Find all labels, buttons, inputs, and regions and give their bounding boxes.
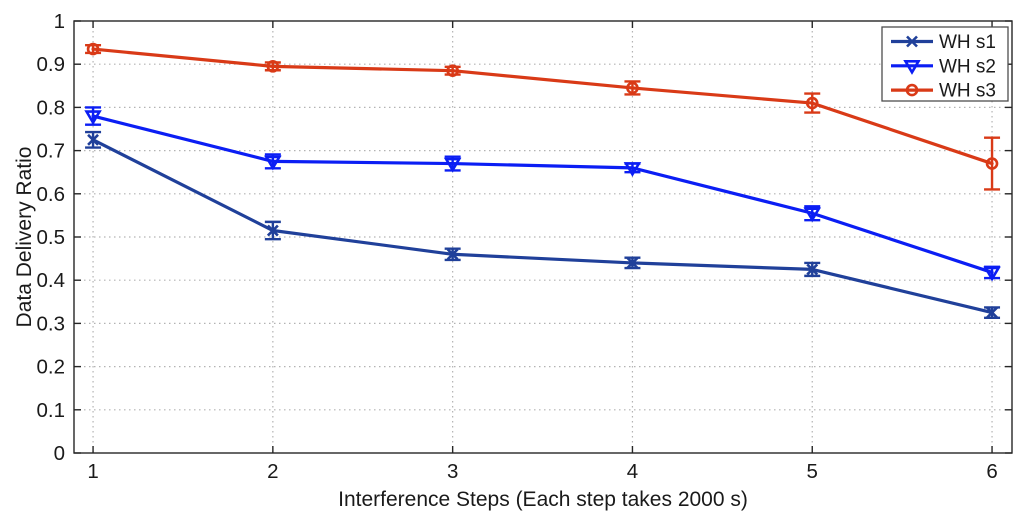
triangle-down-marker-shape: [803, 207, 822, 223]
marker-x-icon: [906, 35, 918, 48]
circle-marker-shape: [626, 81, 639, 95]
marker-x-icon: [446, 248, 459, 261]
marker-circle-icon: [86, 42, 100, 56]
marker-x-icon: [986, 306, 998, 319]
x-tick-label: 2: [267, 460, 278, 483]
y-tick-label: 0.9: [37, 53, 66, 76]
y-tick-label: 0.1: [37, 399, 66, 422]
legend-entry: WH s2: [891, 56, 996, 77]
marker-circle-icon: [985, 157, 999, 170]
marker-circle-icon: [446, 64, 459, 77]
marker-x-icon: [266, 224, 279, 237]
x-tick-label: 1: [87, 460, 98, 483]
y-tick-label: 0.8: [37, 96, 66, 119]
triangle-down-marker-shape: [983, 266, 1001, 282]
marker-x-icon: [626, 257, 639, 269]
legend-label: WH s2: [939, 56, 996, 77]
marker-triangle-down-icon: [903, 60, 921, 75]
y-tick-label: 0.2: [37, 356, 66, 379]
legend-label: WH s1: [939, 32, 996, 53]
triangle-down-marker-shape: [443, 157, 462, 173]
marker-x-icon: [87, 133, 99, 146]
triangle-down-marker-shape: [264, 155, 282, 171]
y-tick-label: 0.6: [37, 183, 66, 206]
x-tick-label: 5: [807, 460, 818, 483]
x-marker-shape: [906, 35, 918, 48]
x-marker-shape: [626, 257, 639, 269]
circle-marker-shape: [905, 83, 919, 97]
marker-circle-icon: [626, 81, 639, 95]
y-tick-label: 0.4: [37, 269, 66, 292]
y-tick-label: 0.3: [37, 312, 66, 335]
circle-marker-shape: [805, 96, 819, 110]
circle-marker-shape: [985, 157, 999, 170]
x-marker-shape: [266, 224, 279, 237]
series-line: [91, 114, 994, 275]
x-tick-label: 3: [447, 460, 458, 483]
y-tick-label: 0: [54, 442, 65, 465]
x-tick-label: 4: [627, 460, 638, 483]
circle-marker-shape: [266, 60, 280, 73]
legend: WH s1 WH s2 WH s3: [881, 26, 1009, 102]
series-line: [91, 138, 994, 315]
x-marker-shape: [806, 263, 819, 276]
y-axis-label: Data Delivery Ratio: [13, 146, 36, 328]
marker-triangle-down-icon: [443, 157, 462, 173]
y-tick-label: 0.7: [37, 140, 66, 163]
marker-triangle-down-icon: [264, 155, 282, 171]
marker-triangle-down-icon: [623, 162, 642, 177]
x-marker-shape: [986, 306, 998, 319]
series-line: [91, 47, 994, 166]
series-wh-s1: [85, 130, 1001, 319]
triangle-down-marker-shape: [84, 110, 102, 126]
series-wh-s3: [85, 42, 1001, 191]
x-marker-shape: [446, 248, 459, 261]
marker-circle-icon: [266, 60, 280, 73]
circle-marker-shape: [86, 42, 100, 56]
legend-entry: WH s3: [891, 81, 996, 102]
triangle-down-marker-shape: [623, 162, 642, 177]
marker-circle-icon: [905, 83, 919, 97]
series-wh-s2: [84, 106, 1001, 282]
legend-label: WH s3: [939, 81, 996, 102]
x-tick-label: 6: [986, 460, 997, 483]
y-tick-label: 0.5: [37, 226, 66, 249]
triangle-down-marker-shape: [903, 60, 921, 75]
y-tick-label: 1: [54, 10, 65, 33]
marker-x-icon: [806, 263, 819, 276]
marker-circle-icon: [805, 96, 819, 110]
marker-triangle-down-icon: [803, 207, 822, 223]
x-axis-label: Interference Steps (Each step takes 2000…: [338, 488, 748, 511]
x-marker-shape: [87, 133, 99, 146]
marker-triangle-down-icon: [983, 266, 1001, 282]
circle-marker-shape: [446, 64, 459, 77]
marker-triangle-down-icon: [84, 110, 102, 126]
legend-box: [881, 26, 1009, 102]
legend-entry: WH s1: [891, 32, 996, 53]
